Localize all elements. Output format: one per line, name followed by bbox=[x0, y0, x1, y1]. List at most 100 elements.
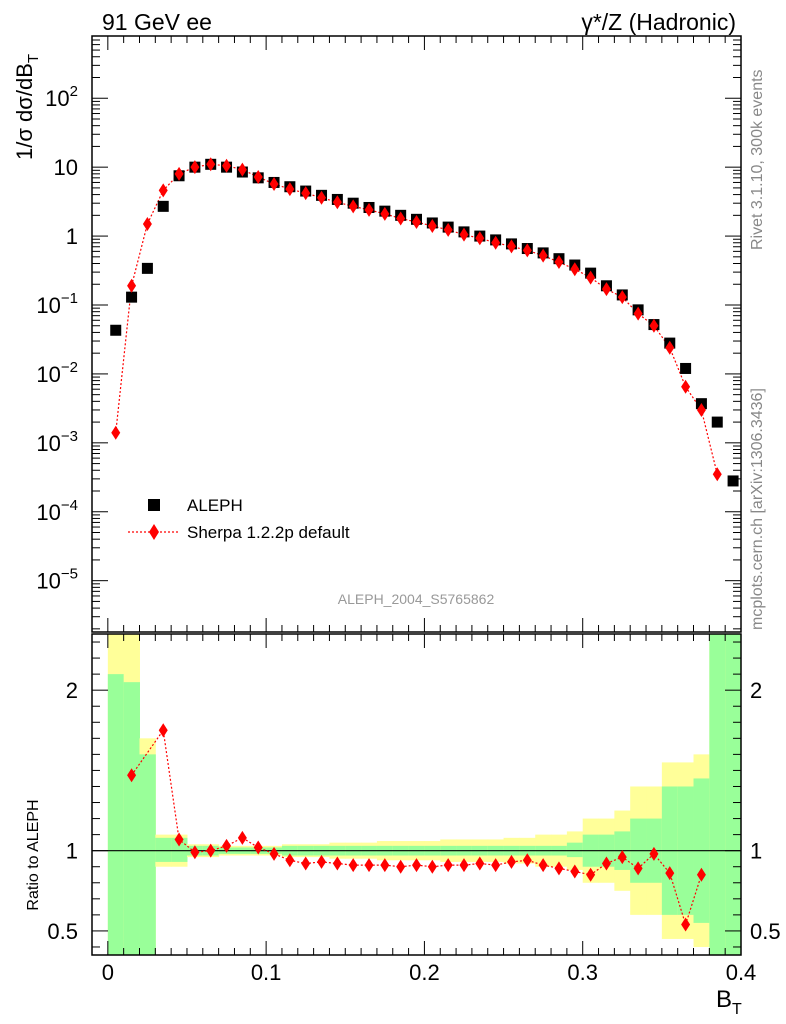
sherpa-point bbox=[570, 262, 580, 277]
ratio-point bbox=[190, 845, 200, 860]
sherpa-point bbox=[506, 239, 516, 254]
y-tick-label: 102 bbox=[45, 83, 78, 111]
ratio-point bbox=[285, 853, 295, 868]
top-ylabel-sub: T bbox=[25, 54, 42, 63]
sherpa-point bbox=[633, 306, 643, 321]
ratio-y-tick-label-right: 0.5 bbox=[750, 919, 781, 944]
sherpa-point bbox=[158, 183, 168, 198]
y-tick-label: 10−5 bbox=[36, 566, 78, 594]
legend-marker-sherpa bbox=[149, 524, 159, 540]
ratio-point bbox=[412, 858, 421, 873]
band-inner bbox=[171, 837, 188, 862]
ratio-point bbox=[364, 858, 374, 873]
y-tick-label-base: 10 bbox=[54, 155, 78, 180]
ratio-point bbox=[158, 723, 168, 738]
ratio-point bbox=[380, 858, 390, 873]
ratio-point bbox=[601, 856, 611, 871]
sherpa-point bbox=[348, 199, 358, 214]
ratio-y-tick-label: 2 bbox=[66, 678, 78, 703]
sherpa-point bbox=[237, 162, 247, 177]
y-tick-label-base: 10 bbox=[36, 362, 60, 387]
band-inner bbox=[123, 682, 140, 955]
sherpa-point bbox=[554, 255, 564, 270]
ratio-y-tick-label-right: 1 bbox=[750, 839, 762, 864]
ratio-point bbox=[491, 858, 501, 873]
aleph-point bbox=[157, 200, 169, 212]
sherpa-point bbox=[681, 379, 691, 394]
sherpa-point bbox=[332, 195, 342, 210]
sherpa-point bbox=[665, 340, 675, 355]
ratio-point bbox=[222, 838, 232, 853]
y-tick-label-exponent: 2 bbox=[70, 83, 78, 100]
ratio-y-tick-label: 1 bbox=[66, 839, 78, 864]
legend-label-sherpa: Sherpa 1.2.2p default bbox=[187, 523, 350, 542]
x-tick-label: 0.2 bbox=[409, 960, 440, 985]
sherpa-point bbox=[649, 318, 659, 333]
sherpa-point bbox=[190, 160, 200, 175]
sherpa-point bbox=[174, 166, 184, 181]
legend-label-aleph: ALEPH bbox=[187, 496, 243, 515]
ratio-point bbox=[443, 858, 453, 873]
xlabel-sub: T bbox=[732, 1001, 742, 1018]
ratio-point bbox=[506, 854, 516, 869]
y-tick-label-exponent: −4 bbox=[61, 497, 78, 514]
ratio-point bbox=[617, 850, 627, 865]
band-inner bbox=[107, 674, 125, 955]
top-data-layer bbox=[110, 157, 739, 487]
aleph-point bbox=[126, 291, 138, 303]
y-tick-label: 10−3 bbox=[36, 428, 78, 456]
y-tick-label-exponent: −1 bbox=[61, 290, 78, 307]
ratio-data-layer bbox=[127, 723, 706, 932]
ratio-bands bbox=[107, 634, 742, 955]
band-inner bbox=[566, 842, 584, 858]
sherpa-point bbox=[475, 231, 485, 246]
sherpa-point bbox=[111, 425, 121, 440]
sherpa-point bbox=[301, 186, 311, 201]
ratio-y-tick-label: 0.5 bbox=[47, 919, 78, 944]
band-inner bbox=[725, 634, 742, 955]
x-tick-label: 0.1 bbox=[251, 960, 282, 985]
ratio-frame bbox=[91, 633, 742, 956]
ratio-point bbox=[586, 867, 596, 882]
top-frame bbox=[91, 35, 742, 633]
sherpa-point bbox=[364, 202, 374, 217]
ratio-y-tick-label-right: 2 bbox=[750, 678, 762, 703]
y-tick-label-exponent: −5 bbox=[61, 566, 78, 583]
sherpa-point bbox=[586, 270, 596, 285]
top-ylabel-text: 1/σ dσ/dB bbox=[12, 63, 37, 160]
sherpa-point bbox=[269, 176, 279, 191]
sherpa-point bbox=[601, 282, 611, 297]
aleph-point bbox=[727, 475, 739, 487]
y-tick-label: 1 bbox=[66, 224, 78, 249]
sherpa-point bbox=[206, 157, 216, 172]
header-right: γ*/Z (Hadronic) bbox=[581, 9, 736, 35]
mcplots-label: mcplots.cern.ch [arXiv:1306.3436] bbox=[749, 388, 766, 630]
ratio-ylabel: Ratio to ALEPH bbox=[25, 799, 42, 910]
y-tick-label: 10−2 bbox=[36, 359, 78, 387]
aleph-point bbox=[110, 324, 122, 336]
band-inner bbox=[709, 634, 726, 955]
y-tick-label: 10−1 bbox=[36, 290, 78, 318]
x-tick-label: 0 bbox=[102, 960, 114, 985]
y-tick-label: 10−4 bbox=[36, 497, 78, 525]
ratio-point bbox=[396, 859, 406, 874]
aleph-point bbox=[711, 416, 723, 428]
sherpa-line bbox=[115, 163, 718, 475]
y-tick-label-base: 10 bbox=[36, 431, 60, 456]
sherpa-point bbox=[522, 243, 532, 258]
xlabel: BT bbox=[716, 986, 742, 1018]
ratio-point bbox=[522, 853, 532, 868]
x-tick-label: 0.4 bbox=[726, 960, 757, 985]
legend-marker-aleph bbox=[148, 499, 160, 511]
ratio-point bbox=[649, 846, 659, 861]
sherpa-point bbox=[459, 227, 469, 242]
y-tick-label-base: 10 bbox=[36, 293, 60, 318]
ratio-point bbox=[427, 859, 437, 874]
sherpa-point bbox=[380, 206, 390, 221]
sherpa-point bbox=[427, 219, 437, 234]
y-tick-label: 10 bbox=[54, 155, 78, 180]
sherpa-point bbox=[412, 215, 421, 230]
sherpa-point bbox=[443, 222, 453, 237]
header-left: 91 GeV ee bbox=[102, 9, 212, 35]
